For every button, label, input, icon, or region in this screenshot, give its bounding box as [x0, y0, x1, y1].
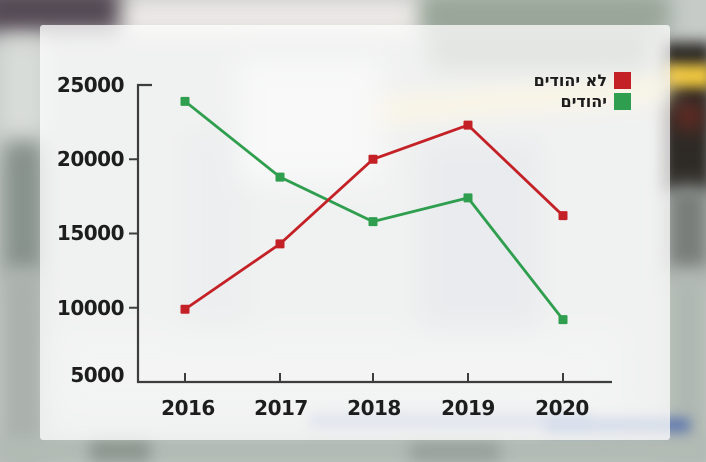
y-tick-label-15000: 15000: [56, 221, 125, 245]
data-point-marker: [275, 239, 285, 249]
bg-blob: [90, 440, 150, 462]
data-point-marker: [275, 172, 285, 182]
series-layer: [180, 96, 568, 325]
series-line-1: [184, 100, 565, 321]
data-point-marker: [463, 120, 473, 130]
legend-item-jews: יהודים: [534, 93, 631, 110]
legend-swatch-0: [614, 72, 631, 89]
bg-blob: [410, 442, 500, 462]
data-point-marker: [368, 154, 378, 164]
bg-blob: [664, 64, 706, 88]
y-tick-label-10000: 10000: [56, 296, 125, 320]
bg-blob: [666, 185, 706, 275]
y-tick-label-5000: 5000: [70, 363, 124, 387]
y-tick-label-25000: 25000: [56, 73, 125, 97]
legend-swatch-1: [614, 93, 631, 110]
chart-legend: לא יהודים יהודים: [534, 72, 631, 110]
legend-label-non-jews: לא יהודים: [533, 71, 607, 90]
data-point-marker: [558, 211, 568, 221]
bg-blob: [2, 140, 44, 275]
x-tick-label-2020: 2020: [535, 396, 589, 420]
data-point-marker: [463, 193, 473, 203]
data-point-marker: [180, 304, 190, 314]
legend-item-non-jews: לא יהודים: [534, 72, 631, 89]
bg-blob: [676, 104, 702, 128]
legend-label-jews: יהודים: [560, 92, 607, 111]
axis-ticks: [129, 158, 564, 382]
x-tick-label-2017: 2017: [254, 396, 308, 420]
data-point-marker: [368, 217, 378, 227]
x-tick-label-2018: 2018: [347, 396, 401, 420]
chart-panel: [40, 25, 670, 440]
data-point-marker: [558, 315, 568, 325]
x-tick-label-2016: 2016: [161, 396, 215, 420]
axes: [136, 83, 612, 384]
y-tick-label-20000: 20000: [56, 147, 125, 171]
x-tick-label-2019: 2019: [441, 396, 495, 420]
bg-blob: [0, 270, 45, 462]
data-point-marker: [180, 96, 190, 106]
